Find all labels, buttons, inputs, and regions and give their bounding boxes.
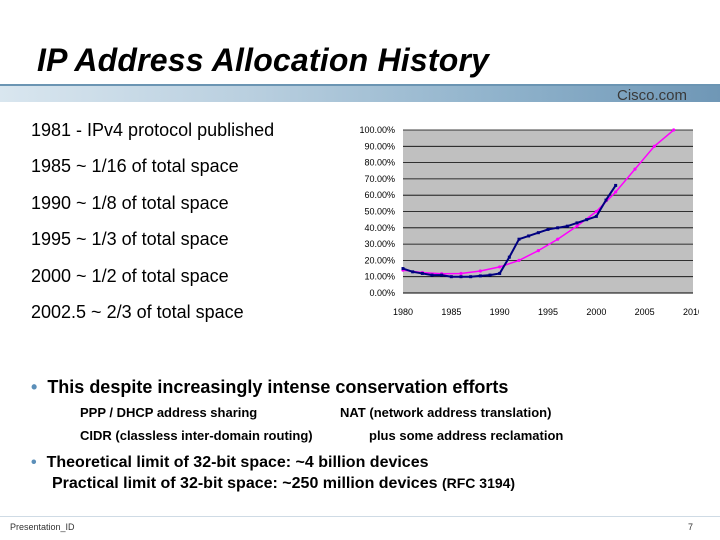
slide-title: IP Address Allocation History xyxy=(37,42,490,78)
trend-point xyxy=(594,209,598,214)
y-tick-label: 70.00% xyxy=(364,174,395,184)
allocated-point xyxy=(498,271,502,275)
milestone-1990: 1990 ~ 1/8 of total space xyxy=(31,193,229,213)
allocated-point xyxy=(517,237,521,241)
allocated-point xyxy=(488,273,492,277)
trend-point xyxy=(478,269,482,273)
allocated-point xyxy=(565,224,569,228)
allocated-point xyxy=(536,231,540,235)
bullet-conservation: • This despite increasingly intense conse… xyxy=(31,377,508,398)
x-tick-label: 1995 xyxy=(538,307,558,317)
y-tick-label: 0.00% xyxy=(369,288,395,298)
allocated-point xyxy=(401,267,405,271)
allocated-point xyxy=(440,273,444,277)
sub-cidr: CIDR (classless inter-domain routing) xyxy=(80,428,313,443)
y-tick-label: 20.00% xyxy=(364,255,395,265)
allocated-point xyxy=(527,234,531,238)
allocation-chart-svg: 0.00% 10.00% 20.00% 30.00% 40.00% 50.00% 60.00… xyxy=(359,125,703,317)
sub-ppp-dhcp: PPP / DHCP address sharing xyxy=(80,405,258,420)
allocation-chart: 0.00% 10.00% 20.00% 30.00% 40.00% 50.00% 60.00… xyxy=(341,122,703,328)
sub-nat: NAT (network address translation) xyxy=(340,405,552,420)
allocated-point xyxy=(411,270,415,274)
y-tick-label: 100.00% xyxy=(359,125,395,135)
bullet-dot-icon: • xyxy=(31,454,37,471)
trend-point xyxy=(536,249,540,253)
allocated-point xyxy=(594,214,598,218)
y-tick-label: 90.00% xyxy=(364,141,395,151)
x-tick-label: 1990 xyxy=(490,307,510,317)
x-tick-label: 1985 xyxy=(441,307,461,317)
allocated-point xyxy=(459,275,463,279)
allocated-point xyxy=(614,183,618,187)
milestone-1981: 1981 - IPv4 protocol published xyxy=(31,120,275,140)
footer-page-number: 7 xyxy=(688,522,694,532)
x-tick-label: 1980 xyxy=(393,307,413,317)
allocated-point xyxy=(449,275,453,279)
allocated-point xyxy=(507,255,511,259)
allocated-point xyxy=(604,198,608,202)
y-tick-label: 80.00% xyxy=(364,158,395,168)
x-tick-label: 2010 xyxy=(683,307,699,317)
x-tick-label: 2005 xyxy=(635,307,655,317)
cisco-logo: Cisco.com xyxy=(617,87,688,104)
trend-point xyxy=(672,128,676,132)
allocated-point xyxy=(430,273,434,277)
trend-point xyxy=(556,237,560,241)
allocated-point xyxy=(478,274,482,278)
bullet-dot-icon: • xyxy=(31,377,38,397)
x-tick-label: 2000 xyxy=(586,307,606,317)
sub-reclamation: plus some address reclamation xyxy=(369,428,564,443)
trend-point xyxy=(498,265,502,269)
milestone-1995: 1995 ~ 1/3 of total space xyxy=(31,229,229,249)
allocated-point xyxy=(469,275,473,279)
trend-point xyxy=(614,190,618,194)
milestone-2000: 2000 ~ 1/2 of total space xyxy=(31,266,229,286)
trend-point xyxy=(652,144,656,148)
milestone-1985: 1985 ~ 1/16 of total space xyxy=(31,156,239,176)
y-tick-label: 10.00% xyxy=(364,272,395,282)
title-bar-top-line xyxy=(0,84,720,86)
bullet-practical-text: Practical limit of 32-bit space: ~250 mi… xyxy=(52,475,438,492)
bullet-theoretical-limit: • Theoretical limit of 32-bit space: ~4 b… xyxy=(31,454,429,472)
allocated-point xyxy=(546,227,550,231)
y-tick-label: 30.00% xyxy=(364,239,395,249)
title-underline-bar xyxy=(0,84,720,102)
footer-presentation-id: Presentation_ID xyxy=(10,522,75,532)
y-tick-label: 60.00% xyxy=(364,190,395,200)
y-tick-label: 40.00% xyxy=(364,223,395,233)
bullet-conservation-text: This despite increasingly intense conser… xyxy=(47,377,509,397)
bullet-practical-limit: Practical limit of 32-bit space: ~250 mi… xyxy=(52,475,515,493)
trend-point xyxy=(459,271,463,276)
allocated-point xyxy=(585,218,589,222)
bullet-theoretical-text: Theoretical limit of 32-bit space: ~4 bi… xyxy=(46,454,429,471)
trend-point xyxy=(517,258,521,262)
allocated-point xyxy=(420,271,424,275)
footer-divider xyxy=(0,516,720,517)
rfc-reference: (RFC 3194) xyxy=(441,475,516,491)
allocated-point xyxy=(556,226,560,230)
milestone-2002-5: 2002.5 ~ 2/3 of total space xyxy=(31,302,244,322)
trend-point xyxy=(633,167,637,171)
y-tick-label: 50.00% xyxy=(364,207,395,217)
trend-point xyxy=(575,224,579,228)
allocated-point xyxy=(575,221,579,225)
